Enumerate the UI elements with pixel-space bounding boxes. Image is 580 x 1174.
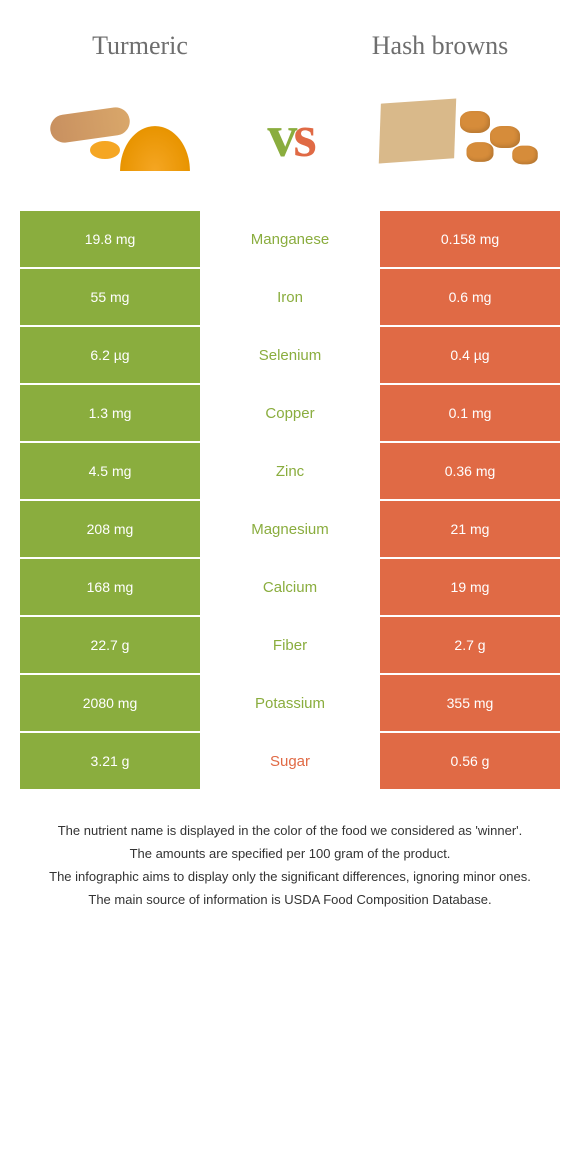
nutrient-name: Manganese — [200, 211, 380, 267]
header: Turmeric Hash browns — [0, 0, 580, 81]
table-row: 22.7 gFiber2.7 g — [20, 617, 560, 675]
nutrient-name: Potassium — [200, 675, 380, 731]
left-value: 22.7 g — [20, 617, 200, 673]
nutrient-name: Zinc — [200, 443, 380, 499]
table-row: 1.3 mgCopper0.1 mg — [20, 385, 560, 443]
table-row: 6.2 µgSelenium0.4 µg — [20, 327, 560, 385]
comparison-table: 19.8 mgManganese0.158 mg55 mgIron0.6 mg6… — [0, 211, 580, 791]
notes: The nutrient name is displayed in the co… — [0, 791, 580, 932]
right-value: 0.56 g — [380, 733, 560, 789]
left-value: 3.21 g — [20, 733, 200, 789]
left-value: 6.2 µg — [20, 327, 200, 383]
right-value: 0.158 mg — [380, 211, 560, 267]
left-value: 1.3 mg — [20, 385, 200, 441]
nutrient-name: Fiber — [200, 617, 380, 673]
right-value: 21 mg — [380, 501, 560, 557]
nutrient-name: Iron — [200, 269, 380, 325]
food1-title: Turmeric — [40, 30, 240, 61]
food2-title: Hash browns — [340, 30, 540, 61]
turmeric-image — [30, 91, 210, 181]
vs-s-letter: s — [293, 103, 312, 169]
right-value: 0.1 mg — [380, 385, 560, 441]
note-line: The amounts are specified per 100 gram o… — [30, 844, 550, 865]
right-value: 0.36 mg — [380, 443, 560, 499]
left-value: 208 mg — [20, 501, 200, 557]
vs-row: vs — [0, 81, 580, 211]
table-row: 208 mgMagnesium21 mg — [20, 501, 560, 559]
turmeric-illustration — [40, 101, 200, 171]
note-line: The main source of information is USDA F… — [30, 890, 550, 911]
nutrient-name: Sugar — [200, 733, 380, 789]
note-line: The infographic aims to display only the… — [30, 867, 550, 888]
table-row: 19.8 mgManganese0.158 mg — [20, 211, 560, 269]
right-value: 2.7 g — [380, 617, 560, 673]
table-row: 2080 mgPotassium355 mg — [20, 675, 560, 733]
hashbrowns-illustration — [375, 96, 545, 176]
right-value: 0.4 µg — [380, 327, 560, 383]
right-value: 355 mg — [380, 675, 560, 731]
left-value: 168 mg — [20, 559, 200, 615]
hashbrowns-image — [370, 91, 550, 181]
vs-v-letter: v — [267, 103, 293, 169]
nutrient-name: Selenium — [200, 327, 380, 383]
nutrient-name: Magnesium — [200, 501, 380, 557]
note-line: The nutrient name is displayed in the co… — [30, 821, 550, 842]
left-value: 2080 mg — [20, 675, 200, 731]
left-value: 55 mg — [20, 269, 200, 325]
table-row: 4.5 mgZinc0.36 mg — [20, 443, 560, 501]
right-value: 0.6 mg — [380, 269, 560, 325]
nutrient-name: Calcium — [200, 559, 380, 615]
nutrient-name: Copper — [200, 385, 380, 441]
left-value: 19.8 mg — [20, 211, 200, 267]
table-row: 3.21 gSugar0.56 g — [20, 733, 560, 791]
left-value: 4.5 mg — [20, 443, 200, 499]
right-value: 19 mg — [380, 559, 560, 615]
table-row: 168 mgCalcium19 mg — [20, 559, 560, 617]
vs-label: vs — [267, 102, 312, 171]
table-row: 55 mgIron0.6 mg — [20, 269, 560, 327]
